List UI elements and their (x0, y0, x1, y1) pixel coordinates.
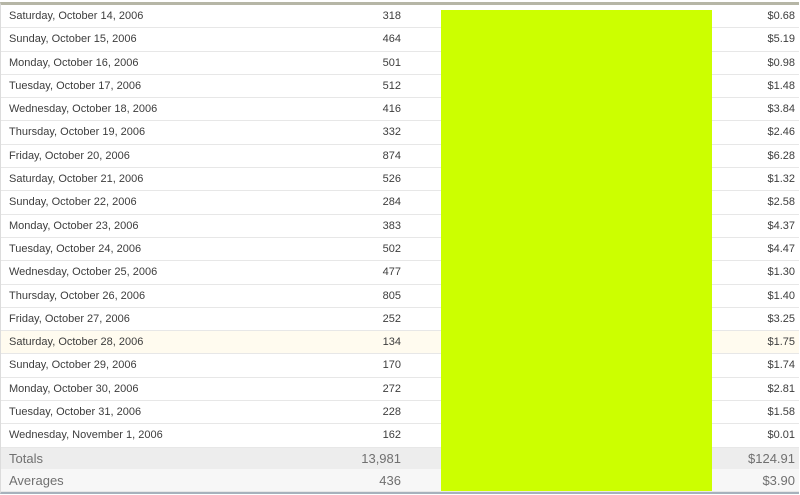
count-cell: 501 (382, 56, 401, 69)
amount-cell: $2.58 (767, 196, 795, 209)
amount-cell: $1.75 (767, 336, 795, 349)
date-cell: Thursday, October 19, 2006 (9, 126, 146, 139)
averages-label: Averages (9, 472, 64, 488)
redaction-block-overlay (441, 10, 712, 491)
amount-cell: $2.46 (767, 126, 795, 139)
date-cell: Sunday, October 15, 2006 (9, 33, 137, 46)
count-cell: 383 (382, 219, 401, 232)
amount-cell: $3.25 (767, 312, 795, 325)
count-cell: 477 (382, 266, 401, 279)
amount-cell: $1.30 (767, 266, 795, 279)
count-cell: 252 (382, 312, 401, 325)
count-cell: 284 (382, 196, 401, 209)
amount-cell: $4.37 (767, 219, 795, 232)
amount-cell: $6.28 (767, 149, 795, 162)
amount-cell: $0.68 (767, 10, 795, 22)
amount-cell: $5.19 (767, 33, 795, 46)
count-cell: 170 (382, 359, 401, 372)
averages-count: 436 (379, 472, 401, 488)
count-cell: 526 (382, 173, 401, 186)
date-cell: Wednesday, November 1, 2006 (9, 429, 163, 442)
count-cell: 805 (382, 289, 401, 302)
count-cell: 512 (382, 79, 401, 92)
totals-count: 13,981 (361, 450, 401, 466)
date-cell: Friday, October 20, 2006 (9, 149, 130, 162)
amount-cell: $3.84 (767, 103, 795, 116)
date-cell: Tuesday, October 31, 2006 (9, 406, 142, 419)
amount-cell: $4.47 (767, 242, 795, 255)
amount-cell: $1.74 (767, 359, 795, 372)
amount-cell: $0.01 (767, 429, 795, 442)
count-cell: 228 (382, 406, 401, 419)
date-cell: Saturday, October 28, 2006 (9, 336, 144, 349)
count-cell: 162 (382, 429, 401, 442)
date-cell: Thursday, October 26, 2006 (9, 289, 146, 302)
date-cell: Sunday, October 22, 2006 (9, 196, 137, 209)
count-cell: 464 (382, 33, 401, 46)
amount-cell: $1.58 (767, 406, 795, 419)
count-cell: 318 (382, 10, 401, 22)
amount-cell: $1.40 (767, 289, 795, 302)
date-cell: Tuesday, October 24, 2006 (9, 242, 142, 255)
amount-cell: $1.32 (767, 173, 795, 186)
amount-cell: $0.98 (767, 56, 795, 69)
count-cell: 272 (382, 382, 401, 395)
date-cell: Monday, October 16, 2006 (9, 56, 139, 69)
date-cell: Monday, October 23, 2006 (9, 219, 139, 232)
date-cell: Monday, October 30, 2006 (9, 382, 139, 395)
amount-cell: $2.81 (767, 382, 795, 395)
count-cell: 874 (382, 149, 401, 162)
amount-cell: $1.48 (767, 79, 795, 92)
totals-amount: $124.91 (748, 450, 795, 466)
date-cell: Saturday, October 21, 2006 (9, 173, 144, 186)
date-cell: Sunday, October 29, 2006 (9, 359, 137, 372)
count-cell: 134 (382, 336, 401, 349)
date-cell: Wednesday, October 25, 2006 (9, 266, 158, 279)
date-cell: Tuesday, October 17, 2006 (9, 79, 142, 92)
count-cell: 416 (382, 103, 401, 116)
count-cell: 502 (382, 242, 401, 255)
date-cell: Wednesday, October 18, 2006 (9, 103, 158, 116)
date-cell: Saturday, October 14, 2006 (9, 10, 144, 22)
count-cell: 332 (382, 126, 401, 139)
averages-amount: $3.90 (762, 472, 795, 488)
totals-label: Totals (9, 450, 43, 466)
date-cell: Friday, October 27, 2006 (9, 312, 130, 325)
